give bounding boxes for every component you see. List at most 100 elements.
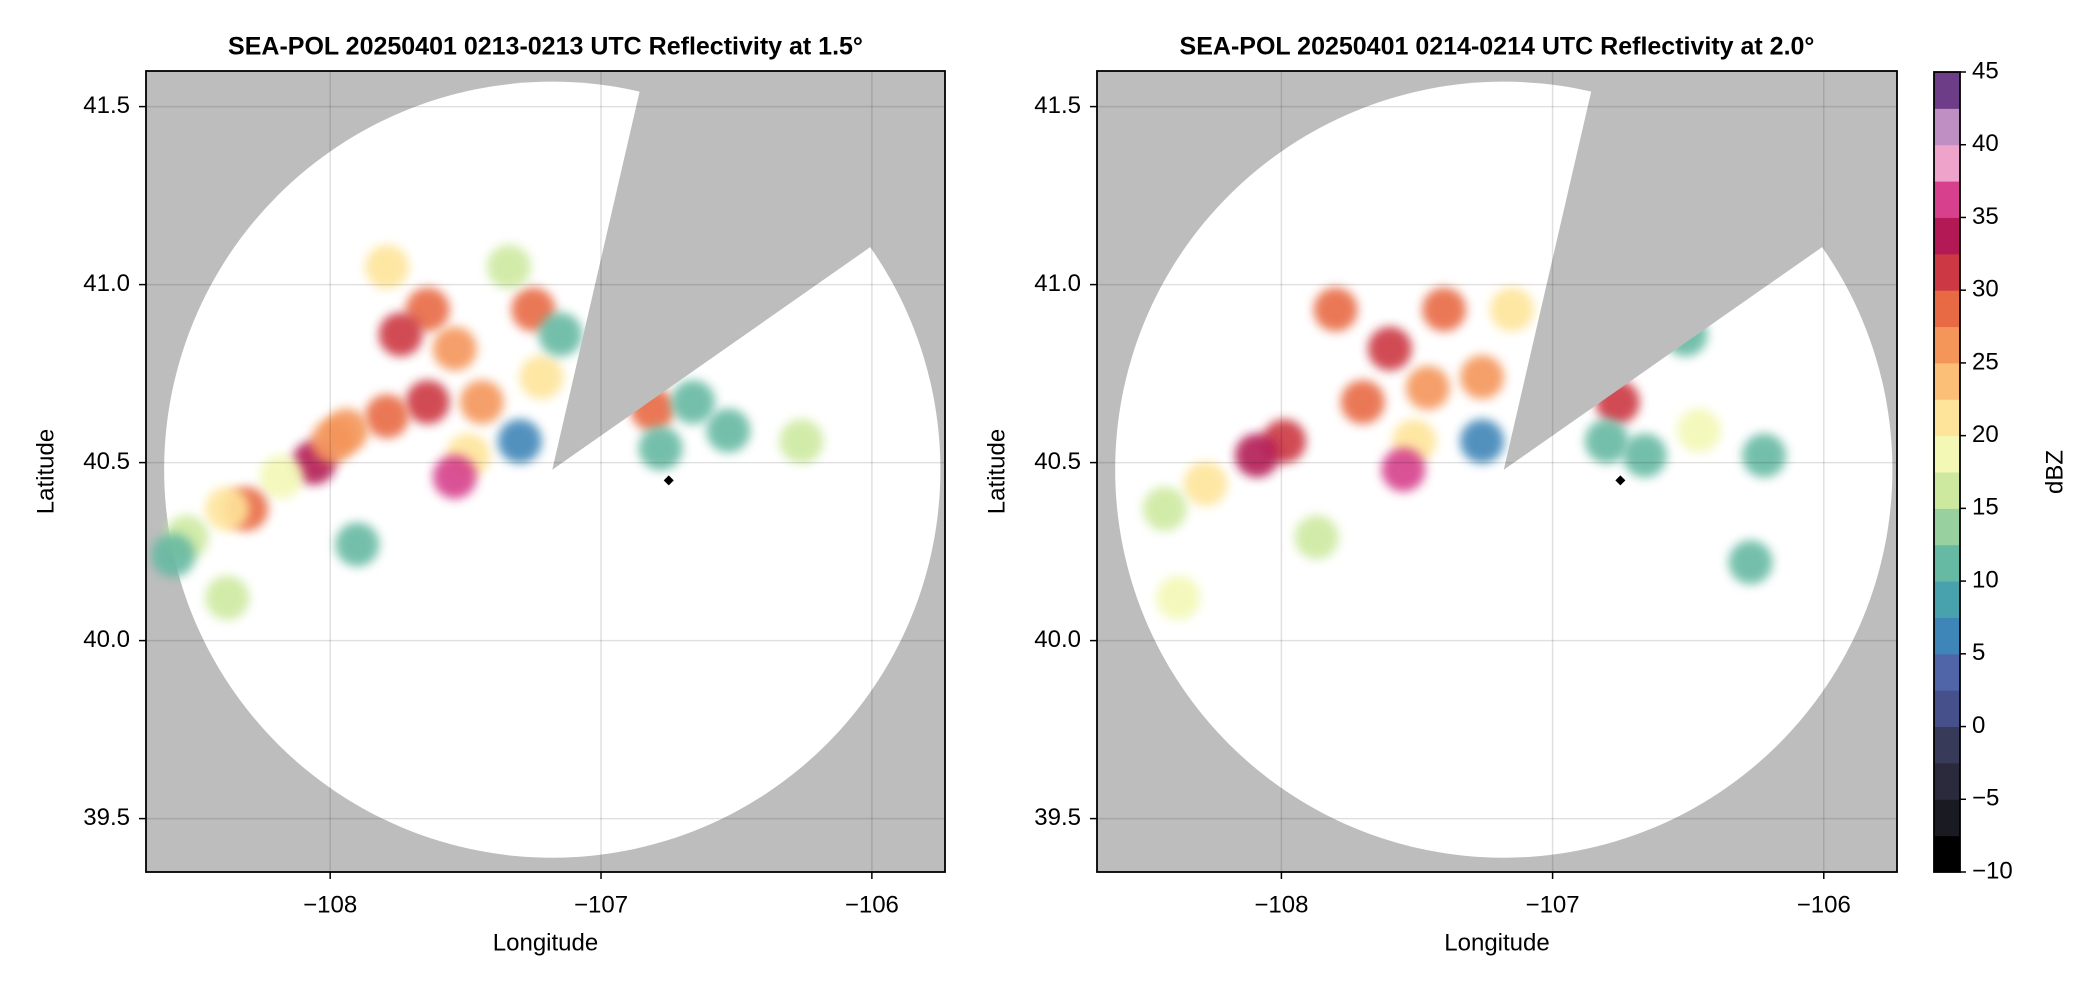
x-tick-label: −108 (303, 891, 357, 918)
colorbar-bin (1934, 435, 1960, 473)
reflectivity-cell (1381, 447, 1426, 492)
reflectivity-cell (706, 408, 751, 453)
reflectivity-cell (538, 312, 583, 357)
plot-area (146, 71, 945, 872)
colorbar-bin (1934, 290, 1960, 328)
colorbar-bin (1934, 362, 1960, 400)
colorbar-bin (1934, 253, 1960, 291)
colorbar-bin (1934, 835, 1960, 873)
colorbar-tick-label: 30 (1972, 276, 1999, 303)
reflectivity-cell (151, 533, 196, 578)
y-tick-label: 41.5 (83, 92, 130, 119)
plot-area (1097, 71, 1897, 872)
reflectivity-cell (1584, 419, 1629, 464)
colorbar-frame (1933, 71, 1961, 873)
colorbar-bin (1934, 508, 1960, 546)
reflectivity-cell (1405, 365, 1450, 410)
chart-title: SEA-POL 20250401 0214-0214 UTC Reflectiv… (1180, 33, 1815, 61)
x-tick-label: −106 (845, 891, 899, 918)
reflectivity-cell (205, 486, 250, 531)
x-axis-label: Longitude (493, 929, 598, 956)
reflectivity-cell (1156, 575, 1201, 620)
colorbar-bin (1934, 472, 1960, 509)
y-tick-label: 40.0 (83, 626, 130, 653)
x-tick-label: −106 (1797, 891, 1851, 918)
reflectivity-cell (205, 575, 250, 620)
reflectivity-cell (1622, 433, 1667, 478)
reflectivity-cell (1489, 287, 1534, 332)
colorbar-bin (1934, 653, 1960, 691)
reflectivity-cell (1677, 408, 1722, 453)
reflectivity-cell (1742, 433, 1787, 478)
y-tick-label: 40.5 (1034, 448, 1081, 475)
reflectivity-cell (259, 454, 304, 499)
reflectivity-cell (1728, 540, 1773, 585)
colorbar-bin (1934, 544, 1960, 582)
reflectivity-cell (638, 426, 683, 471)
colorbar-label: dBZ (2041, 450, 2068, 494)
colorbar-tick-label: 5 (1972, 639, 1985, 666)
site-marker (663, 475, 674, 486)
reflectivity-cell (1183, 461, 1228, 506)
axes-frame (1096, 70, 1898, 873)
colorbar-bin (1934, 72, 1960, 109)
reflectivity-cell (459, 380, 504, 425)
axes-frame (145, 70, 946, 873)
colorbar-bin (1934, 181, 1960, 218)
colorbar-tick-label: 10 (1972, 566, 1999, 593)
reflectivity-cell (671, 380, 716, 425)
colorbar-bin (1934, 799, 1960, 837)
colorbar-bin (1934, 108, 1960, 146)
y-tick-label: 40.0 (1034, 626, 1081, 653)
colorbar-tick-label: 35 (1972, 203, 1999, 230)
colorbar-tick-label: 20 (1972, 421, 1999, 448)
reflectivity-cell (405, 380, 450, 425)
y-tick-label: 39.5 (1034, 804, 1081, 831)
y-tick-label: 40.5 (83, 448, 130, 475)
colorbar-bin (1934, 399, 1960, 437)
colorbar-tick-label: 40 (1972, 130, 1999, 157)
reflectivity-cell (1460, 419, 1505, 464)
reflectivity-cell (310, 419, 355, 464)
reflectivity-cell (335, 522, 380, 567)
reflectivity-cell (1367, 326, 1412, 371)
blocked-sector (552, 72, 887, 470)
reflectivity-cell (1313, 287, 1358, 332)
colorbar-tick-label: 15 (1972, 494, 1999, 521)
reflectivity-cell (1235, 433, 1279, 478)
site-marker (1615, 475, 1626, 486)
colorbar-bin (1934, 726, 1960, 764)
x-axis-label: Longitude (1444, 929, 1549, 956)
reflectivity-cell (1460, 355, 1505, 400)
x-tick-label: −107 (574, 891, 628, 918)
x-tick-label: −108 (1254, 891, 1308, 918)
colorbar-tick-label: −10 (1972, 857, 2013, 884)
reflectivity-cell (486, 244, 531, 289)
y-tick-label: 41.0 (1034, 270, 1081, 297)
reflectivity-cell (497, 419, 542, 464)
colorbar-bin (1934, 581, 1960, 618)
reflectivity-cell (432, 454, 477, 499)
colorbar-bin (1934, 217, 1960, 255)
colorbar-tick-label: 25 (1972, 348, 1999, 375)
y-axis-label: Latitude (983, 429, 1010, 514)
colorbar-bin (1934, 690, 1960, 728)
colorbar-tick-label: 0 (1972, 712, 1985, 739)
reflectivity-cell (1340, 380, 1385, 425)
colorbar-bin (1934, 144, 1960, 182)
colorbar-tick-label: −5 (1972, 785, 1999, 812)
reflectivity-cell (432, 326, 477, 371)
reflectivity-cell (1422, 287, 1467, 332)
colorbar-bin (1934, 762, 1960, 800)
y-tick-label: 41.0 (83, 270, 130, 297)
y-tick-label: 39.5 (83, 804, 130, 831)
x-tick-label: −107 (1526, 891, 1580, 918)
reflectivity-cell (1294, 515, 1339, 560)
reflectivity-cell (365, 394, 410, 439)
reflectivity-cell (779, 419, 824, 464)
reflectivity-cell (378, 312, 423, 357)
reflectivity-cell (1142, 486, 1187, 531)
y-tick-label: 41.5 (1034, 92, 1081, 119)
colorbar-tick-label: 45 (1972, 57, 1999, 84)
